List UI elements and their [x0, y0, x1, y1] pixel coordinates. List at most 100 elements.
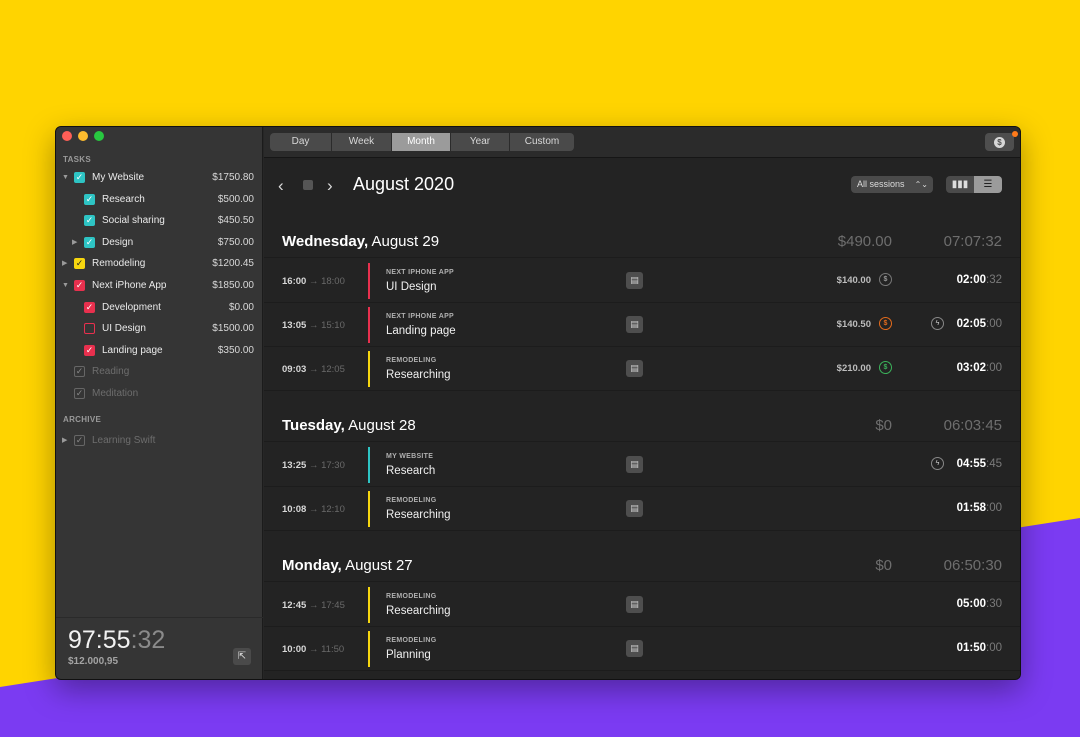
today-button[interactable] — [303, 180, 313, 190]
task-reading[interactable]: ✓ Reading — [56, 361, 263, 381]
day-date: August 28 — [344, 417, 416, 434]
duration-seconds: :45 — [986, 458, 1002, 470]
close-window-button[interactable] — [62, 131, 72, 141]
tab-week[interactable]: Week — [332, 133, 392, 151]
checkbox-checked-icon[interactable]: ✓ — [74, 387, 85, 399]
checkbox-checked-icon[interactable]: ✓ — [84, 344, 95, 356]
task-name: Development — [102, 301, 161, 313]
session-times: 12:45 → 17:45 — [282, 600, 345, 611]
note-icon[interactable]: ▤ — [626, 316, 643, 333]
checkbox-checked-icon[interactable]: ✓ — [74, 365, 85, 377]
checkbox-checked-icon[interactable]: ✓ — [84, 236, 95, 248]
project-color-bar — [368, 263, 370, 299]
session-row[interactable]: 16:00 → 18:00 NEXT IPHONE APP UI Design … — [264, 259, 1020, 303]
session-start: 09:03 — [282, 364, 307, 375]
sidebar-footer: 97:55:32 $12.000,95 ⇱ — [56, 617, 263, 679]
task-research[interactable]: ✓ Research $500.00 — [56, 189, 263, 209]
day-time: 06:50:30 — [943, 557, 1002, 574]
duration-seconds: :32 — [986, 274, 1002, 286]
chart-view-button[interactable]: ▮▮▮ — [946, 176, 974, 193]
session-times: 13:25 → 17:30 — [282, 460, 345, 471]
tab-month[interactable]: Month — [392, 133, 451, 151]
task-social-sharing[interactable]: ✓ Social sharing $450.50 — [56, 210, 263, 230]
task-name: Research — [102, 193, 145, 205]
day-money: $0 — [875, 557, 892, 574]
disclosure-closed-icon[interactable]: ▶ — [62, 437, 68, 444]
task-name: Design — [102, 236, 134, 248]
task-amount: $0.00 — [228, 301, 254, 313]
disclosure-open-icon[interactable]: ▼ — [62, 281, 69, 289]
tab-day[interactable]: Day — [270, 133, 332, 151]
session-row[interactable]: 10:00 → 11:50 REMODELING Planning ▤ 01:5… — [264, 627, 1020, 671]
note-icon[interactable]: ▤ — [626, 456, 643, 473]
checkbox-checked-icon[interactable]: ✓ — [84, 301, 95, 313]
checkbox-unchecked-icon[interactable] — [84, 322, 95, 334]
month-title: August 2020 — [353, 174, 455, 194]
list-view-button[interactable]: ☰ — [974, 176, 1002, 193]
archive-learning-swift[interactable]: ▶ ✓ Learning Swift — [56, 430, 263, 450]
session-row[interactable]: 12:45 → 17:45 REMODELING Researching ▤ 0… — [264, 583, 1020, 627]
minimize-window-button[interactable] — [78, 131, 88, 141]
duration-main: 01:58 — [956, 502, 986, 514]
day-money: $490.00 — [837, 233, 892, 250]
checkbox-checked-icon[interactable]: ✓ — [84, 214, 95, 226]
disclosure-open-icon[interactable]: ▼ — [62, 173, 69, 181]
chevron-left-icon[interactable]: ‹ — [278, 176, 284, 195]
task-amount: $350.00 — [217, 344, 254, 356]
month-navigation: ‹ › August 2020 All sessions ⌃⌄ ▮▮▮ ☰ — [264, 159, 1020, 211]
note-icon[interactable]: ▤ — [626, 360, 643, 377]
project-color-bar — [368, 491, 370, 527]
task-development[interactable]: ✓ Development $0.00 — [56, 297, 263, 317]
task-meditation[interactable]: ✓ Meditation — [56, 383, 263, 403]
session-name: Researching — [386, 509, 451, 521]
checkbox-checked-icon[interactable]: ✓ — [74, 434, 85, 446]
day-weekday: Monday, — [282, 557, 342, 574]
task-remodeling[interactable]: ▶ ✓ Remodeling $1200.45 — [56, 253, 263, 273]
checkbox-checked-icon[interactable]: ✓ — [74, 279, 85, 291]
zoom-window-button[interactable] — [94, 131, 104, 141]
tasks-section-label: TASKS — [63, 155, 92, 164]
note-icon[interactable]: ▤ — [626, 272, 643, 289]
chevron-right-icon[interactable]: › — [327, 176, 333, 195]
billing-status-icon[interactable]: $ — [879, 273, 892, 286]
project-color-bar — [368, 351, 370, 387]
checkbox-checked-icon[interactable]: ✓ — [74, 171, 85, 183]
note-icon[interactable]: ▤ — [626, 500, 643, 517]
note-icon[interactable]: ▤ — [626, 640, 643, 657]
tab-year[interactable]: Year — [451, 133, 510, 151]
day-weekday: Wednesday, — [282, 233, 369, 250]
task-ui-design[interactable]: UI Design $1500.00 — [56, 318, 263, 338]
checkbox-checked-icon[interactable]: ✓ — [74, 257, 85, 269]
coin-icon: $ — [994, 136, 1005, 148]
note-icon[interactable]: ▤ — [626, 596, 643, 613]
notification-dot — [1012, 131, 1018, 137]
tab-custom[interactable]: Custom — [510, 133, 574, 151]
session-duration: 05:00:30 — [957, 598, 1002, 610]
task-design[interactable]: ▶ ✓ Design $750.00 — [56, 232, 263, 252]
billing-button[interactable]: $ — [985, 133, 1014, 151]
disclosure-closed-icon[interactable]: ▶ — [62, 260, 68, 267]
session-name: Planning — [386, 649, 431, 661]
session-row[interactable]: 10:08 → 12:10 REMODELING Researching ▤ 0… — [264, 487, 1020, 531]
checkbox-checked-icon[interactable]: ✓ — [84, 193, 95, 205]
task-my-website[interactable]: ▼ ✓ My Website $1750.80 — [56, 167, 263, 187]
sessions-filter-select[interactable]: All sessions ⌃⌄ — [851, 176, 933, 193]
task-amount: $1500.00 — [212, 322, 254, 334]
session-row[interactable]: 13:25 → 17:30 MY WEBSITE Research ▤ ϟ 04… — [264, 443, 1020, 487]
task-landing-page[interactable]: ✓ Landing page $350.00 — [56, 340, 263, 360]
session-name: Research — [386, 465, 436, 477]
session-row[interactable]: 13:05 → 15:10 NEXT IPHONE APP Landing pa… — [264, 303, 1020, 347]
task-amount: $1200.45 — [212, 257, 254, 269]
export-button[interactable]: ⇱ — [233, 648, 251, 665]
session-project: NEXT IPHONE APP — [386, 269, 455, 276]
session-project: REMODELING — [386, 593, 437, 600]
disclosure-closed-icon[interactable]: ▶ — [72, 239, 78, 246]
session-start: 10:00 — [282, 644, 307, 655]
session-project: REMODELING — [386, 497, 437, 504]
billing-status-icon[interactable]: $ — [879, 361, 892, 374]
session-row[interactable]: 09:03 → 12:05 REMODELING Researching ▤ $… — [264, 347, 1020, 391]
duration-main: 05:00 — [956, 598, 986, 610]
session-amount: $210.00 — [836, 363, 871, 374]
billing-status-icon[interactable]: $ — [879, 317, 892, 330]
task-next-iphone-app[interactable]: ▼ ✓ Next iPhone App $1850.00 — [56, 275, 263, 295]
